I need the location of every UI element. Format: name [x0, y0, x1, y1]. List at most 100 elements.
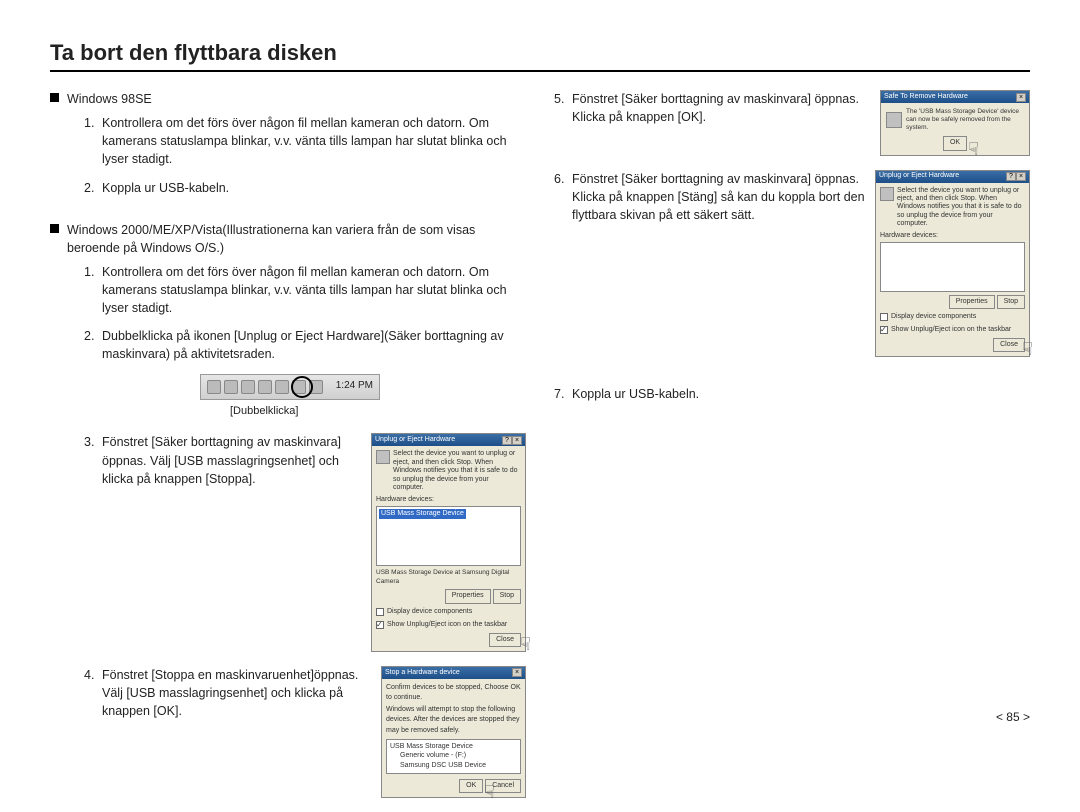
- hardware-listbox[interactable]: USB Mass Storage Device: [376, 506, 521, 566]
- close-icon[interactable]: ×: [512, 436, 522, 445]
- close-icon[interactable]: ×: [1016, 93, 1026, 102]
- list-item: 2. Dubbelklicka på ikonen [Unplug or Eje…: [84, 327, 526, 363]
- list-item: 4. Fönstret [Stoppa en maskinvaruenhet]ö…: [84, 666, 371, 720]
- button-row: Close: [880, 338, 1025, 352]
- section-2-list: 1. Kontrollera om det förs över någon fi…: [50, 263, 526, 364]
- item-text: Koppla ur USB-kabeln.: [102, 179, 526, 197]
- button-row: OK: [881, 136, 1029, 154]
- item-number: 1.: [84, 114, 102, 168]
- tree-row[interactable]: Samsung DSC USB Device: [390, 761, 517, 771]
- close-icon[interactable]: ?: [1006, 172, 1016, 181]
- unplug-dialog-2: Unplug or Eject Hardware ? × Select the …: [875, 170, 1030, 358]
- close-button[interactable]: Close: [993, 338, 1025, 352]
- close-icon[interactable]: ×: [512, 668, 522, 677]
- bullet-square-icon: [50, 224, 59, 233]
- dialog-titlebar: Unplug or Eject Hardware ? ×: [876, 171, 1029, 183]
- item-text: Dubbelklicka på ikonen [Unplug or Eject …: [102, 327, 526, 363]
- item-text: Fönstret [Stoppa en maskinvaruenhet]öppn…: [102, 666, 371, 720]
- instruction-text: Select the device you want to unplug or …: [897, 187, 1025, 229]
- checkbox-row[interactable]: Display device components: [880, 312, 1025, 322]
- page: Ta bort den flyttbara disken Windows 98S…: [0, 0, 1080, 746]
- step-5-text: 5. Fönstret [Säker borttagning av maskin…: [554, 90, 870, 126]
- tray-icon: [241, 380, 255, 394]
- close-button[interactable]: Close: [489, 633, 521, 647]
- dialog-title: Stop a Hardware device: [385, 668, 512, 678]
- properties-button[interactable]: Properties: [949, 295, 995, 309]
- checkbox-row[interactable]: Display device components: [376, 607, 521, 617]
- taskbar-clock: 1:24 PM: [336, 379, 373, 394]
- info-icon: [886, 112, 902, 128]
- dialog-body: Select the device you want to unplug or …: [876, 183, 1029, 357]
- checkbox-icon[interactable]: [376, 621, 384, 629]
- tree-row[interactable]: Generic volume - (F:): [390, 751, 517, 761]
- stop-button[interactable]: Stop: [997, 295, 1025, 309]
- checkbox-label: Display device components: [891, 312, 976, 322]
- dialog-instruction: Select the device you want to unplug or …: [880, 187, 1025, 229]
- item-number: 7.: [554, 385, 572, 403]
- step-6-text: 6. Fönstret [Säker borttagning av maskin…: [554, 170, 865, 224]
- taskbar-caption: [Dubbelklicka]: [230, 404, 526, 420]
- stop-instruction-1: Confirm devices to be stopped, Choose OK…: [386, 683, 521, 703]
- list-item: 3. Fönstret [Säker borttagning av maskin…: [84, 433, 361, 487]
- item-number: 1.: [84, 263, 102, 317]
- checkbox-label: Display device components: [387, 607, 472, 617]
- right-column: 5. Fönstret [Säker borttagning av maskin…: [554, 90, 1030, 812]
- button-row: Close: [376, 633, 521, 647]
- list-item: 2. Koppla ur USB-kabeln.: [84, 179, 526, 197]
- item-number: 6.: [554, 170, 572, 224]
- list-item: 1. Kontrollera om det förs över någon fi…: [84, 114, 526, 168]
- dialog-titlebar: Unplug or Eject Hardware ? ×: [372, 434, 525, 446]
- item-text: Fönstret [Säker borttagning av maskinvar…: [572, 170, 865, 224]
- dialog-title: Unplug or Eject Hardware: [879, 171, 1006, 181]
- close-icon[interactable]: ×: [1016, 172, 1026, 181]
- step-5-row: 5. Fönstret [Säker borttagning av maskin…: [554, 90, 1030, 156]
- item-text: Kontrollera om det förs över någon fil m…: [102, 114, 526, 168]
- ok-button[interactable]: OK: [459, 779, 483, 793]
- close-icon[interactable]: ?: [502, 436, 512, 445]
- step-4-row: 4. Fönstret [Stoppa en maskinvaruenhet]ö…: [50, 666, 526, 798]
- selected-device[interactable]: USB Mass Storage Device: [379, 509, 466, 519]
- bullet-square-icon: [50, 93, 59, 102]
- safe-message: The 'USB Mass Storage Device' device can…: [906, 108, 1024, 131]
- dialog-instruction: Select the device you want to unplug or …: [376, 450, 521, 492]
- dialog-body: Select the device you want to unplug or …: [372, 446, 525, 651]
- step-4-text: 4. Fönstret [Stoppa en maskinvaruenhet]ö…: [84, 666, 371, 720]
- button-row: Properties Stop: [376, 589, 521, 603]
- checkbox-icon[interactable]: [880, 313, 888, 321]
- unplug-dialog: Unplug or Eject Hardware ? × Select the …: [371, 433, 526, 652]
- pointer-hand-icon: ☟: [484, 779, 495, 805]
- checkbox-icon[interactable]: [880, 326, 888, 334]
- tree-row[interactable]: USB Mass Storage Device: [390, 742, 517, 752]
- step-3-row: 3. Fönstret [Säker borttagning av maskin…: [50, 433, 526, 652]
- stop-button[interactable]: Stop: [493, 589, 521, 603]
- device-tree[interactable]: USB Mass Storage Device Generic volume -…: [386, 739, 521, 774]
- title-rule: [50, 70, 1030, 72]
- page-number: < 85 >: [996, 710, 1030, 724]
- item-text: Kontrollera om det förs över någon fil m…: [102, 263, 526, 317]
- tray-icon: [207, 380, 221, 394]
- item-text: Fönstret [Säker borttagning av maskinvar…: [572, 90, 870, 126]
- tray-icon: [224, 380, 238, 394]
- item-number: 2.: [84, 179, 102, 197]
- checkbox-row[interactable]: Show Unplug/Eject icon on the taskbar: [880, 325, 1025, 335]
- checkbox-row[interactable]: Show Unplug/Eject icon on the taskbar: [376, 620, 521, 630]
- step-3-text: 3. Fönstret [Säker borttagning av maskin…: [84, 433, 361, 487]
- section-2-header: Windows 2000/ME/XP/Vista(Illustrationern…: [50, 221, 526, 257]
- button-row: Properties Stop: [880, 295, 1025, 309]
- button-row: OK Cancel: [386, 779, 521, 793]
- checkbox-label: Show Unplug/Eject icon on the taskbar: [891, 325, 1011, 335]
- pointer-hand-icon: ☟: [520, 631, 531, 657]
- section-1-header: Windows 98SE: [50, 90, 526, 108]
- device-description: USB Mass Storage Device at Samsung Digit…: [376, 568, 521, 587]
- item-number: 5.: [554, 90, 572, 126]
- checkbox-icon[interactable]: [376, 608, 384, 616]
- columns: Windows 98SE 1. Kontrollera om det förs …: [50, 90, 1030, 812]
- item-text: Fönstret [Säker borttagning av maskinvar…: [102, 433, 361, 487]
- stop-instruction-2: Windows will attempt to stop the followi…: [386, 705, 521, 735]
- taskbar-figure: 1:24 PM: [200, 374, 526, 400]
- hardware-listbox[interactable]: [880, 242, 1025, 292]
- ok-button[interactable]: OK: [943, 136, 967, 150]
- properties-button[interactable]: Properties: [445, 589, 491, 603]
- instruction-text: Select the device you want to unplug or …: [393, 450, 521, 492]
- hardware-icon: [880, 187, 894, 201]
